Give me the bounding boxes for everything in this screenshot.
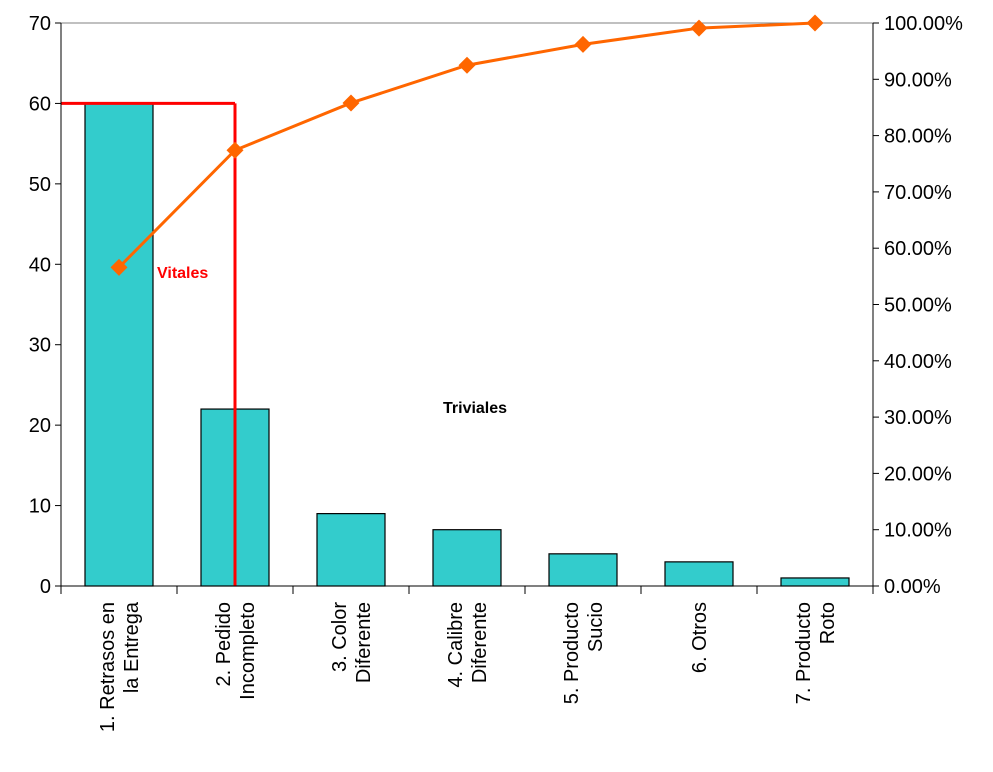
right-tick-label: 30.00%: [884, 407, 952, 429]
category-label-1: la Entrega: [121, 601, 143, 693]
cumulative-point-6: [690, 19, 708, 37]
left-tick-label: 40: [29, 254, 51, 276]
left-tick-label: 70: [29, 13, 51, 35]
cutoff-lines: [61, 101, 237, 586]
cumulative-point-4: [458, 56, 476, 74]
right-tick-label: 70.00%: [884, 182, 952, 204]
left-tick-label: 10: [29, 496, 51, 518]
category-label-5: Sucio: [585, 602, 607, 652]
bar-7: [780, 577, 850, 587]
left-tick-label: 50: [29, 174, 51, 196]
left-tick-label: 30: [29, 335, 51, 357]
category-label-7: Roto: [817, 602, 839, 644]
bar-1: [84, 102, 154, 587]
right-tick-label: 50.00%: [884, 295, 952, 317]
cumulative-point-7: [806, 14, 824, 32]
vital-annotation: Vitales: [157, 265, 208, 282]
right-tick-label: 80.00%: [884, 126, 952, 148]
bar-3: [316, 513, 386, 587]
cumulative-point-5: [574, 35, 592, 53]
right-tick-label: 60.00%: [884, 238, 952, 260]
axes: 0 10 20 30 40 50 60 70 0.00% 10.00% 20.00% 30.00% 40…: [29, 13, 963, 732]
right-tick-label: 10.00%: [884, 520, 952, 542]
category-label-3: Diferente: [353, 602, 375, 683]
right-tick-label: 100.00%: [884, 13, 963, 35]
left-tick-label: 60: [29, 93, 51, 115]
bar-4: [432, 529, 502, 587]
category-label-4: 4. Calibre: [445, 602, 467, 688]
right-tick-label: 90.00%: [884, 69, 952, 91]
right-tick-label: 20.00%: [884, 463, 952, 485]
category-label-2: Incompleto: [237, 602, 259, 700]
left-tick-label: 20: [29, 415, 51, 437]
category-label-1: 1. Retrasos en: [97, 602, 119, 732]
right-tick-label: 40.00%: [884, 351, 952, 373]
cumulative-point-2: [226, 141, 244, 159]
category-label-6: 6. Otros: [689, 602, 711, 673]
category-label-2: 2. Pedido: [213, 602, 235, 687]
right-tick-label: 0.00%: [884, 576, 941, 598]
bar-6: [664, 561, 734, 587]
trivial-annotation: Triviales: [443, 400, 507, 417]
bar-5: [548, 553, 618, 587]
cumulative-point-1: [110, 258, 128, 276]
category-label-3: 3. Color: [329, 602, 351, 672]
annotations: Vitales Triviales: [157, 265, 507, 417]
cumulative-line-series: [110, 14, 824, 276]
category-label-5: 5. Producto: [561, 602, 583, 704]
left-tick-label: 0: [40, 576, 51, 598]
cumulative-point-3: [342, 94, 360, 112]
bars: [84, 102, 850, 587]
category-label-4: Diferente: [469, 602, 491, 683]
category-label-7: 7. Producto: [793, 602, 815, 704]
